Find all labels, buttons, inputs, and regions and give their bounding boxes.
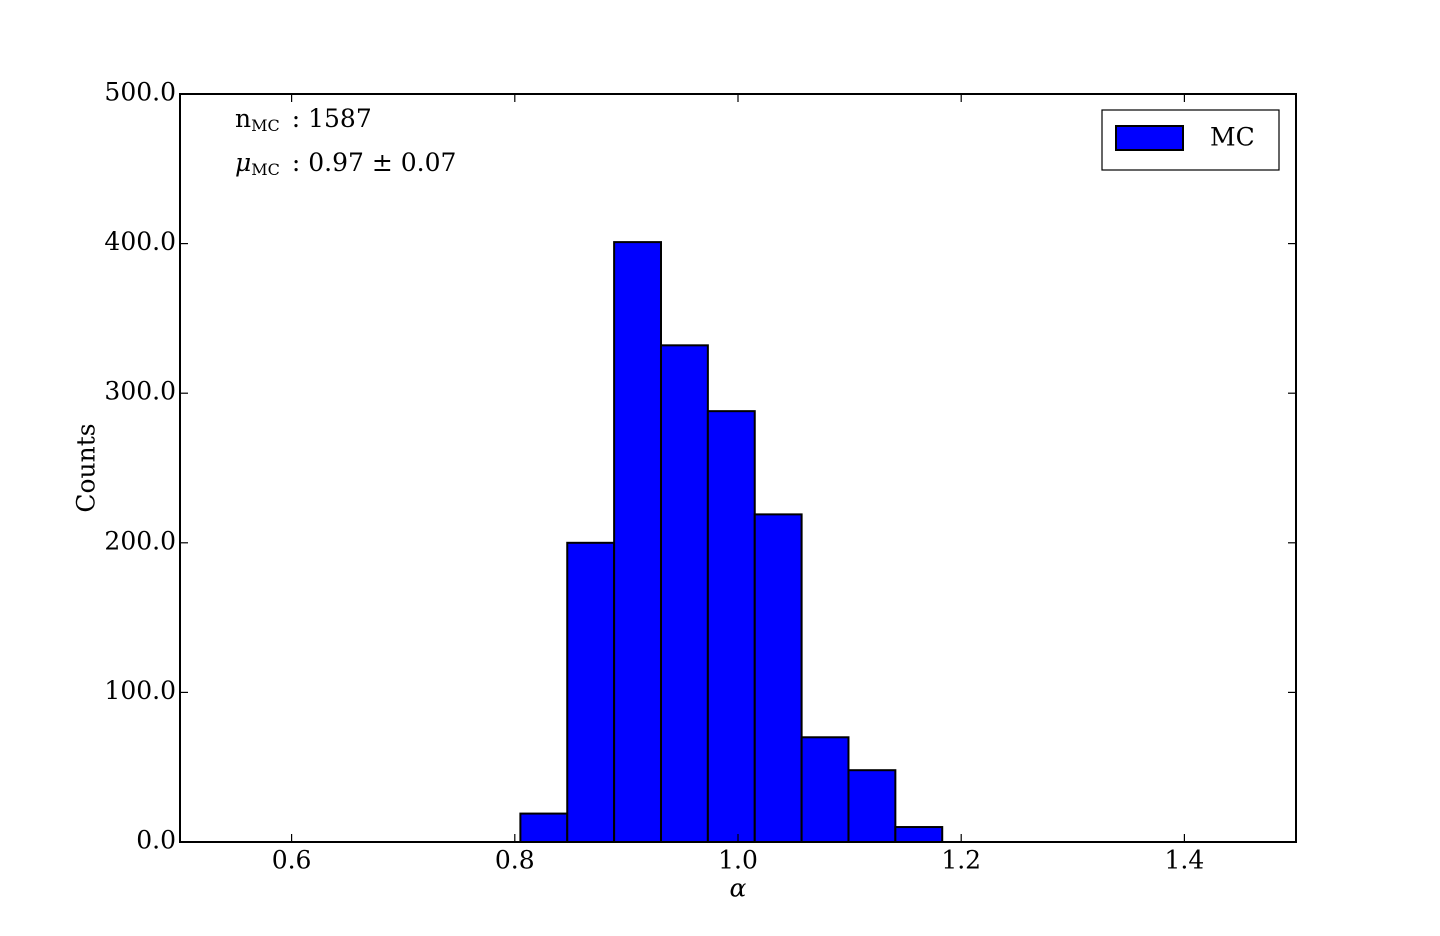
bar bbox=[519, 812, 569, 843]
x-tick-label: 1.0 bbox=[718, 846, 758, 875]
legend: MC bbox=[1101, 109, 1280, 171]
annotation-subscript: MC bbox=[251, 160, 280, 179]
y-tick-label: 100.0 bbox=[104, 676, 176, 705]
bars bbox=[519, 241, 944, 844]
y-tick-label: 200.0 bbox=[104, 526, 176, 555]
bar bbox=[613, 241, 662, 843]
y-tick-label: 500.0 bbox=[104, 78, 176, 107]
annotation: nMC : 1587 bbox=[235, 104, 372, 135]
x-tick-label: 1.2 bbox=[941, 846, 981, 875]
bar bbox=[894, 826, 944, 843]
x-tick-label: 0.8 bbox=[495, 846, 535, 875]
y-axis-label: Counts bbox=[72, 423, 101, 512]
annotation-subscript: MC bbox=[251, 116, 280, 135]
x-tick-label: 0.6 bbox=[272, 846, 312, 875]
bar bbox=[847, 769, 897, 844]
bar bbox=[659, 344, 709, 843]
annotation-text: : 1587 bbox=[292, 104, 372, 133]
y-tick-label: 0.0 bbox=[136, 826, 176, 855]
x-axis-label: α bbox=[730, 874, 747, 903]
annotation-symbol: n bbox=[235, 104, 251, 133]
annotation-symbol: μ bbox=[235, 148, 251, 177]
annotation: μMC : 0.97 ± 0.07 bbox=[235, 148, 456, 179]
annotation-text: : 0.97 ± 0.07 bbox=[292, 148, 457, 177]
x-tick-label: 1.4 bbox=[1165, 846, 1205, 875]
bar bbox=[753, 513, 803, 843]
y-tick-label: 300.0 bbox=[104, 377, 176, 406]
bar bbox=[800, 736, 850, 844]
legend-label: MC bbox=[1210, 123, 1255, 152]
y-tick-label: 400.0 bbox=[104, 227, 176, 256]
bar bbox=[706, 410, 756, 843]
legend-swatch bbox=[1115, 125, 1184, 151]
bar bbox=[566, 541, 616, 843]
